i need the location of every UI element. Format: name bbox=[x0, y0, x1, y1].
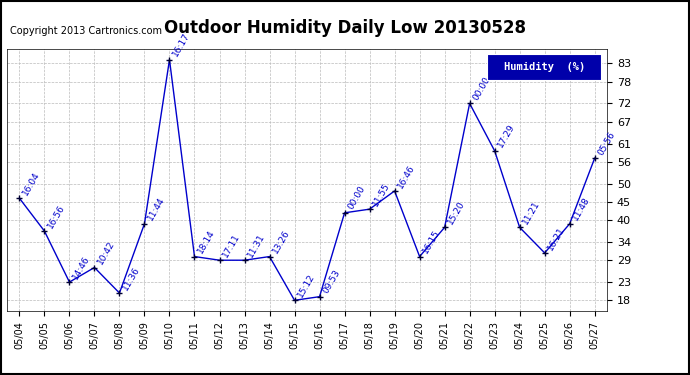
Text: 11:55: 11:55 bbox=[371, 181, 392, 208]
Text: Copyright 2013 Cartronics.com: Copyright 2013 Cartronics.com bbox=[10, 26, 162, 36]
Text: 13:26: 13:26 bbox=[271, 228, 292, 255]
Text: 18:14: 18:14 bbox=[196, 228, 217, 255]
Text: 14:46: 14:46 bbox=[71, 254, 92, 281]
Text: Outdoor Humidity Daily Low 20130528: Outdoor Humidity Daily Low 20130528 bbox=[164, 19, 526, 37]
Text: 16:04: 16:04 bbox=[21, 170, 41, 197]
Text: 16:17: 16:17 bbox=[171, 32, 192, 58]
Text: 16:21: 16:21 bbox=[546, 225, 566, 252]
Text: 00:00: 00:00 bbox=[346, 184, 366, 211]
Text: 15:20: 15:20 bbox=[446, 199, 466, 226]
Text: 00:00: 00:00 bbox=[471, 75, 492, 102]
Text: 16:56: 16:56 bbox=[46, 203, 66, 229]
Text: 11:36: 11:36 bbox=[121, 265, 141, 292]
Text: 16:46: 16:46 bbox=[396, 163, 417, 189]
Text: 17:29: 17:29 bbox=[496, 123, 517, 150]
Text: 11:21: 11:21 bbox=[521, 199, 542, 226]
Text: 11:48: 11:48 bbox=[571, 195, 592, 222]
Text: 15:12: 15:12 bbox=[296, 272, 317, 299]
Text: 11:44: 11:44 bbox=[146, 196, 166, 222]
Text: 17:11: 17:11 bbox=[221, 232, 242, 259]
Text: 16:15: 16:15 bbox=[421, 228, 442, 255]
Text: 09:53: 09:53 bbox=[321, 268, 342, 295]
Text: 05:56: 05:56 bbox=[596, 130, 617, 157]
Text: 11:31: 11:31 bbox=[246, 232, 266, 259]
Text: 10:42: 10:42 bbox=[96, 239, 117, 266]
